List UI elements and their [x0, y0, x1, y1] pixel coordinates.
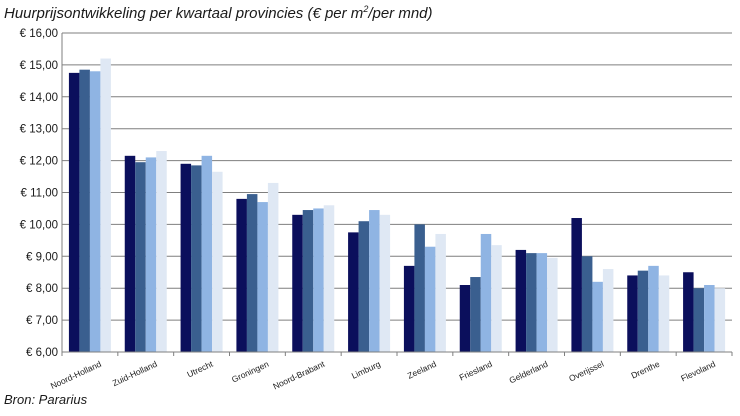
y-tick-label: € 16,00: [20, 28, 58, 40]
y-tick-label: € 12,00: [20, 156, 58, 168]
bar-zuid-holland-series-4: [156, 151, 167, 352]
y-tick-label: € 13,00: [20, 124, 58, 136]
bar-zuid-holland-series-3: [145, 157, 157, 352]
x-tick-label: Friesland: [458, 359, 494, 383]
bar-zuid-holland-series-1: [124, 155, 136, 352]
y-tick-label: € 11,00: [20, 188, 58, 200]
bar-groningen-series-1: [236, 198, 247, 352]
y-tick-label: € 15,00: [20, 60, 58, 72]
y-tick-label: € 9,00: [26, 251, 58, 263]
bar-flevoland-series-2: [693, 288, 705, 352]
bar-overijssel-series-4: [602, 269, 614, 352]
bar-utrecht-series-2: [191, 165, 202, 352]
bar-zuid-holland-series-2: [135, 162, 146, 352]
y-tick-label: € 8,00: [26, 283, 58, 295]
bar-overijssel-series-3: [592, 281, 603, 352]
x-tick-label: Overijssel: [567, 359, 605, 384]
bar-groningen-series-3: [257, 202, 268, 352]
bar-utrecht-series-4: [212, 171, 223, 352]
bar-noord-brabant-series-4: [323, 205, 335, 352]
chart-title-suffix: /per mnd): [368, 5, 433, 22]
bar-limburg-series-2: [358, 221, 370, 352]
x-tick-label: Drenthe: [629, 359, 661, 381]
y-tick-label: € 7,00: [26, 315, 58, 327]
x-axis: Noord-Holland Zuid-Holland Utrecht Groninge…: [49, 351, 733, 391]
bar-zeeland-series-3: [424, 246, 436, 352]
bar-noord-holland-series-4: [100, 58, 111, 353]
bar-utrecht-series-3: [201, 155, 213, 352]
y-tick-label: € 14,00: [20, 92, 58, 104]
x-tick-label: Zuid-Holland: [111, 359, 159, 389]
bars: [68, 58, 726, 353]
x-tick-label: Noord-Brabant: [271, 358, 326, 391]
bar-groningen-series-4: [267, 182, 279, 352]
bar-noord-brabant-series-2: [302, 210, 314, 352]
bar-noord-holland-series-3: [89, 71, 101, 352]
bar-gelderland-series-1: [515, 249, 527, 352]
y-tick-label: € 10,00: [20, 219, 58, 231]
x-tick-label: Flevoland: [679, 359, 717, 384]
bar-limburg-series-3: [369, 210, 380, 352]
x-tick-label: Noord-Holland: [49, 359, 103, 391]
bar-groningen-series-2: [246, 194, 258, 352]
y-axis: € 6,00 € 7,00 € 8,00 € 9,00 € 10,00 € 11,00 € …: [20, 28, 63, 359]
bar-zeeland-series-1: [403, 265, 415, 352]
bar-flevoland-series-3: [704, 285, 715, 352]
x-tick-label: Gelderland: [508, 359, 550, 386]
bar-noord-holland-series-2: [79, 69, 90, 352]
bar-flevoland-series-4: [714, 288, 726, 352]
bar-overijssel-series-1: [571, 218, 582, 352]
bar-flevoland-series-1: [683, 272, 694, 352]
bar-friesland-series-2: [470, 277, 481, 352]
x-tick-label: Limburg: [350, 359, 382, 381]
bar-zeeland-series-2: [414, 224, 425, 352]
bar-noord-brabant-series-1: [292, 214, 303, 352]
bar-drenthe-series-4: [658, 275, 670, 352]
chart-title-text: Huurprijsontwikkeling per kwartaal provi…: [4, 5, 364, 22]
bar-friesland-series-3: [480, 233, 492, 352]
x-tick-label: Utrecht: [185, 358, 215, 379]
bar-limburg-series-1: [348, 232, 359, 352]
bar-overijssel-series-2: [581, 256, 593, 352]
bar-drenthe-series-1: [627, 275, 638, 352]
bar-drenthe-series-3: [648, 265, 659, 352]
bar-drenthe-series-2: [637, 270, 649, 352]
bar-utrecht-series-1: [180, 163, 192, 352]
x-tick-label: Zeeland: [406, 359, 438, 381]
chart-title: Huurprijsontwikkeling per kwartaal provi…: [4, 4, 433, 22]
bar-noord-holland-series-1: [68, 72, 80, 352]
bar-gelderland-series-2: [526, 253, 537, 352]
bar-zeeland-series-4: [435, 233, 446, 352]
bar-friesland-series-1: [459, 285, 471, 352]
bar-gelderland-series-4: [547, 257, 558, 352]
bar-noord-brabant-series-3: [313, 208, 324, 352]
source-note: Bron: Pararius: [4, 392, 88, 407]
bar-limburg-series-4: [379, 214, 391, 352]
x-tick-label: Groningen: [230, 359, 270, 385]
y-tick-label: € 6,00: [26, 347, 58, 359]
chart-title-superscript: 2: [363, 4, 369, 14]
bar-friesland-series-4: [491, 245, 502, 352]
bar-gelderland-series-3: [536, 253, 548, 352]
